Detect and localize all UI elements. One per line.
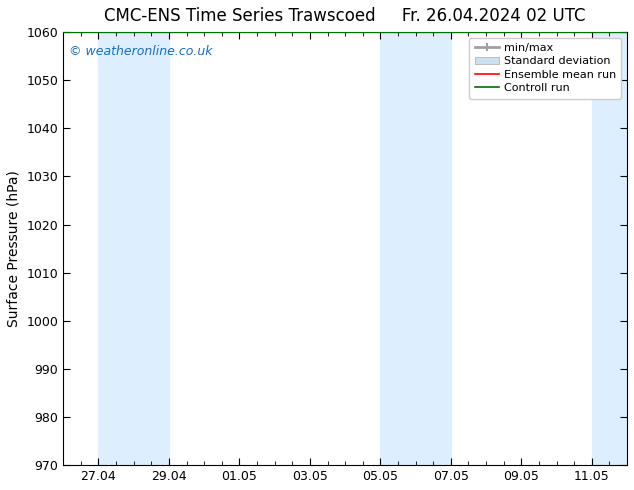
Bar: [380, 32, 451, 465]
Bar: [592, 32, 634, 465]
Y-axis label: Surface Pressure (hPa): Surface Pressure (hPa): [7, 170, 21, 327]
Title: CMC-ENS Time Series Trawscoed     Fr. 26.04.2024 02 UTC: CMC-ENS Time Series Trawscoed Fr. 26.04.…: [105, 7, 586, 25]
Text: © weatheronline.co.uk: © weatheronline.co.uk: [69, 45, 212, 58]
Legend: min/max, Standard deviation, Ensemble mean run, Controll run: min/max, Standard deviation, Ensemble me…: [469, 38, 621, 98]
Bar: [98, 32, 169, 465]
